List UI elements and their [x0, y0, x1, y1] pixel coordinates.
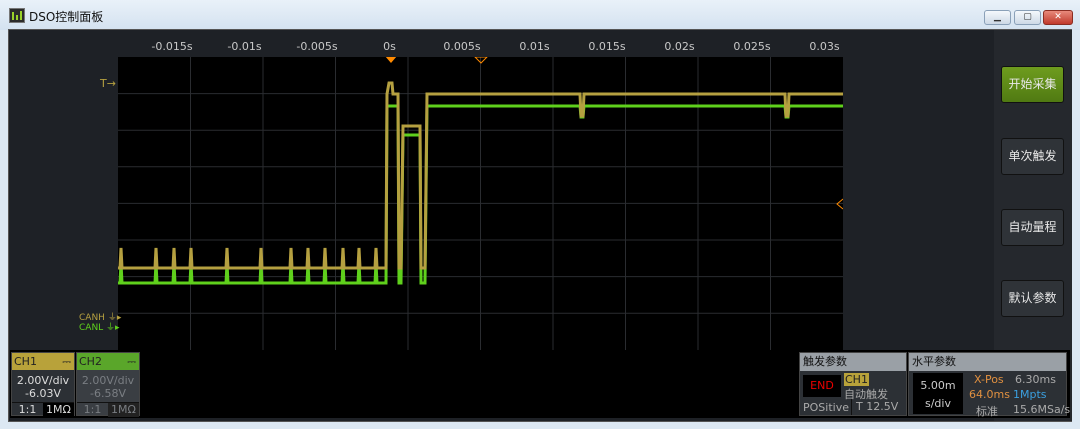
time-tick-label: -0.005s: [296, 40, 338, 53]
auto-range-button[interactable]: 自动量程: [1001, 209, 1064, 246]
trigger-title: 触发参数: [800, 353, 906, 371]
trigger-level-label: T: [100, 77, 107, 90]
app-icon: [9, 8, 25, 23]
time-tick-label: 0.025s: [733, 40, 771, 53]
memory-depth[interactable]: 1Mpts: [1013, 388, 1047, 401]
waveform-display[interactable]: [118, 56, 844, 350]
ch2-ground-label: CANL: [79, 323, 104, 333]
trigger-level-right-marker: [836, 198, 844, 210]
single-trigger-button[interactable]: 单次触发: [1001, 138, 1064, 175]
ch2-header[interactable]: CH2 ⎓: [77, 353, 139, 370]
time-tick-label: -0.01s: [227, 40, 262, 53]
ch1-panel[interactable]: CH1 ⎓ 2.00V/div -6.03V 1:1 1MΩ: [11, 352, 75, 417]
ch1-ground-label: CANH: [79, 313, 105, 323]
timebase-unit: s/div: [925, 397, 951, 410]
timebase-value: 5.00m: [920, 379, 956, 392]
timebase-display[interactable]: 5.00m s/div: [913, 373, 963, 414]
ch1-ground-marker[interactable]: CANH ⏚▸: [79, 313, 122, 323]
ch1-header[interactable]: CH1 ⎓: [12, 353, 74, 370]
ch1-probe[interactable]: 1:1: [18, 403, 37, 416]
default-params-button[interactable]: 默认参数: [1001, 280, 1064, 317]
time-tick-label: 0.02s: [664, 40, 695, 53]
xpos-marker: [473, 56, 489, 64]
ch2-probe[interactable]: 1:1: [83, 403, 102, 416]
trigger-level-marker[interactable]: T→: [100, 77, 116, 90]
ch1-impedance[interactable]: 1MΩ: [43, 403, 74, 417]
title-bar: DSO控制面板 ▁ ▢ ✕: [0, 0, 1080, 30]
time-tick-label: 0.01s: [519, 40, 550, 53]
trigger-position-marker: [385, 56, 397, 63]
ch1-offset: -6.03V: [25, 387, 61, 400]
xpos-value[interactable]: 6.30ms: [1015, 373, 1056, 386]
time-tick-label: 0s: [383, 40, 396, 53]
ch2-ground-marker[interactable]: CANL ⏚▸: [79, 323, 120, 333]
trigger-source[interactable]: CH1: [844, 373, 869, 386]
ch1-waveform: [118, 81, 843, 270]
ch2-scale: 2.00V/div: [81, 374, 135, 387]
time-tick-label: -0.015s: [151, 40, 193, 53]
acquisition-mode[interactable]: 标准: [976, 405, 998, 418]
window-title: DSO控制面板: [29, 10, 104, 24]
time-tick-label: 0.015s: [588, 40, 626, 53]
sample-rate: 15.6MSa/s: [1013, 403, 1071, 416]
horizontal-title: 水平参数: [909, 353, 1066, 371]
close-button[interactable]: ✕: [1043, 10, 1073, 25]
dc-coupling-icon: ⎓: [127, 355, 136, 368]
trigger-panel[interactable]: 触发参数 END CH1 自动触发 POSitive T 12.5V: [799, 352, 907, 416]
trigger-status: END: [803, 375, 841, 397]
ch2-panel[interactable]: CH2 ⎓ 2.00V/div -6.58V 1:1 1MΩ: [76, 352, 140, 417]
trigger-edge[interactable]: POSitive: [803, 401, 849, 414]
ch1-name: CH1: [14, 355, 37, 368]
time-tick-label: 0.03s: [809, 40, 840, 53]
trigger-mode[interactable]: 自动触发: [844, 388, 888, 401]
minimize-button[interactable]: ▁: [984, 10, 1011, 25]
trigger-level[interactable]: T 12.5V: [851, 399, 898, 415]
maximize-button[interactable]: ▢: [1014, 10, 1041, 25]
ch1-scale: 2.00V/div: [16, 374, 70, 387]
ch2-impedance[interactable]: 1MΩ: [108, 403, 139, 417]
start-acquisition-button[interactable]: 开始采集: [1001, 66, 1064, 103]
waveform-svg: [118, 56, 844, 350]
ch2-name: CH2: [79, 355, 102, 368]
dc-coupling-icon: ⎓: [62, 355, 71, 368]
record-span: 64.0ms: [969, 388, 1010, 401]
time-tick-label: 0.005s: [443, 40, 481, 53]
xpos-label: X-Pos: [974, 373, 1004, 386]
horizontal-panel[interactable]: 水平参数 5.00m s/div X-Pos 6.30ms 64.0ms 1Mpt…: [908, 352, 1071, 418]
ch2-offset: -6.58V: [90, 387, 126, 400]
